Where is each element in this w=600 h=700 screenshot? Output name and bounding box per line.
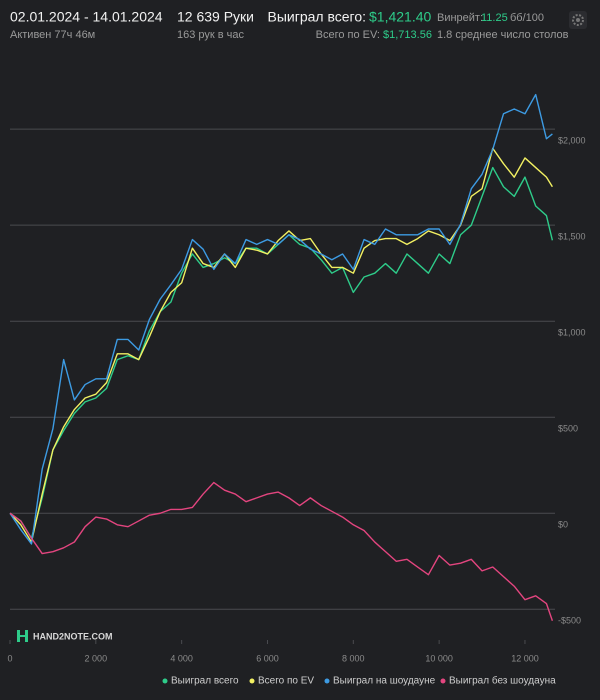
winrate-label: Винрейт: [437,12,483,24]
legend-label: Выиграл всего [171,676,239,687]
legend-label: Всего по EV [258,676,314,687]
legend-marker [249,678,255,684]
x-tick-label: 10 000 [425,653,453,663]
legend-marker [162,678,168,684]
settings-icon[interactable] [569,11,587,29]
hands: 12 639 Руки [177,9,254,25]
ev-value: $1,713.56 [383,29,432,41]
winrate-unit: бб/100 [510,12,544,24]
x-tick-label: 12 000 [511,653,539,663]
x-tick-label: 8 000 [342,653,365,663]
x-tick-label: 6 000 [256,653,279,663]
y-tick-label: -$500 [558,616,581,626]
watermark: HAND2NOTE.COM [33,631,113,641]
legend-marker [440,678,446,684]
ev-label: Всего по EV: [316,29,380,41]
y-tick-label: $1,000 [558,328,586,338]
x-tick-label: 0 [7,653,12,663]
won-value: $1,421.40 [369,9,431,25]
winrate-value: 11.25 [481,12,508,24]
legend-label: Выиграл на шоудауне [333,676,436,687]
period: 02.01.2024 - 14.01.2024 [10,9,163,25]
x-tick-label: 2 000 [85,653,108,663]
tables: 1.8 среднее число столов [437,29,569,41]
y-tick-label: $500 [558,424,578,434]
legend-label: Выиграл без шоудауна [449,675,556,687]
y-tick-label: $1,500 [558,232,586,242]
active-time: Активен 77ч 46м [10,29,95,41]
hands-per-hour: 163 рук в час [177,29,245,41]
plot: -$500 $0 $500 $1,000 $1,500 $2,000 0 2 000 4 000… [7,93,586,687]
series-line [9,93,553,545]
series-line [9,481,554,622]
legend-marker [324,678,330,684]
watermark-logo [17,630,28,642]
y-tick-label: $2,000 [558,136,586,146]
y-tick-label: $0 [558,520,568,530]
series-line [9,147,553,543]
x-tick-label: 4 000 [170,653,193,663]
won-label: Выиграл всего: [268,9,367,25]
